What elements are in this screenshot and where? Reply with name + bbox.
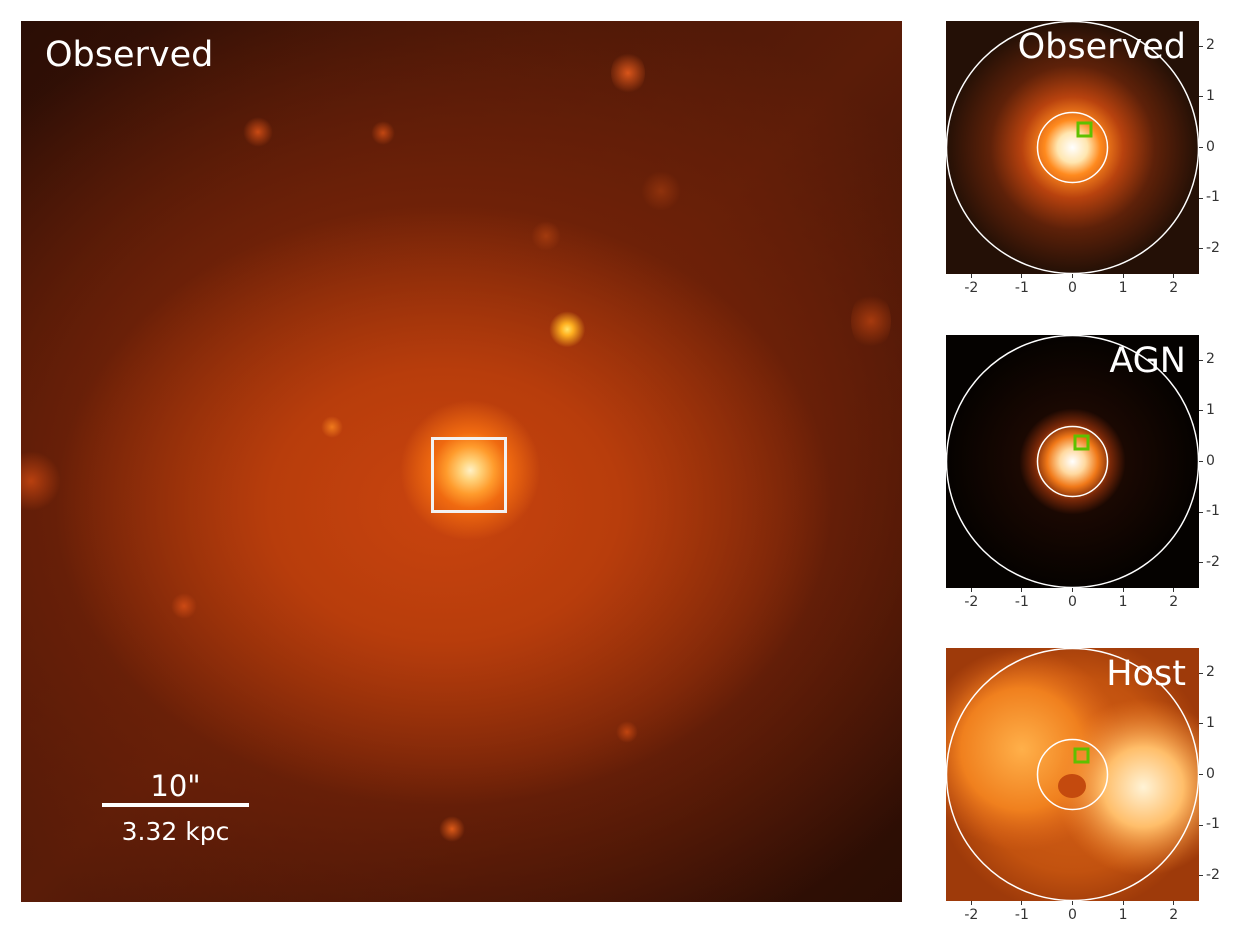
main-observed-image: Observed 10" 3.32 kpc: [21, 21, 902, 902]
y-axis-tick: [1199, 197, 1203, 199]
x-axis-tick: [970, 274, 972, 278]
y-axis-tick: [1199, 45, 1203, 47]
y-axis-tick: [1199, 96, 1203, 98]
y-axis-tick-label: 0: [1206, 452, 1215, 469]
x-axis-tick: [1072, 901, 1073, 905]
y-axis-tick-label: 0: [1206, 765, 1215, 782]
y-axis-tick: [1199, 723, 1203, 725]
x-axis-tick: [1173, 274, 1175, 278]
panel-host: Host: [946, 648, 1199, 901]
x-axis-tick: [1021, 274, 1023, 278]
x-axis-tick-label: -2: [964, 594, 979, 610]
y-axis-tick-label: 1: [1206, 401, 1215, 418]
panel-observed: Observed: [946, 21, 1199, 274]
observed-panel-graphic: [946, 21, 1199, 274]
x-axis-tick-label: 0: [1068, 280, 1077, 296]
y-axis-tick: [1199, 147, 1203, 148]
x-axis-tick: [970, 588, 972, 592]
y-axis-tick: [1199, 461, 1203, 462]
y-axis-tick-label: -1: [1206, 816, 1220, 833]
x-axis-tick: [970, 901, 972, 905]
y-axis-tick: [1199, 875, 1203, 877]
y-axis-tick: [1199, 410, 1203, 412]
x-axis-tick: [1122, 901, 1124, 905]
x-axis-tick: [1173, 901, 1175, 905]
x-axis-tick: [1021, 588, 1023, 592]
y-axis-tick-label: -2: [1206, 553, 1220, 570]
x-axis-tick-label: -1: [1014, 907, 1029, 923]
x-axis-tick: [1173, 588, 1175, 592]
panel-title-agn: AGN: [1109, 341, 1186, 381]
panel-title-host: Host: [1106, 654, 1186, 694]
x-axis-tick: [1122, 274, 1124, 278]
x-axis-tick-label: -1: [1014, 280, 1029, 296]
x-axis-tick: [1021, 901, 1023, 905]
x-axis-tick-label: 1: [1118, 907, 1128, 923]
x-axis-tick-label: 1: [1118, 280, 1128, 296]
y-axis-tick: [1199, 672, 1203, 674]
x-axis-tick: [1122, 588, 1124, 592]
y-axis-tick-label: 2: [1206, 664, 1215, 681]
x-axis-tick-label: 0: [1068, 907, 1077, 923]
x-axis-tick-label: 2: [1169, 594, 1179, 610]
x-axis-tick-label: 1: [1118, 594, 1128, 610]
y-axis-tick-label: -2: [1206, 239, 1220, 256]
y-axis-tick-label: -1: [1206, 189, 1220, 206]
y-axis-tick-label: 2: [1206, 37, 1215, 54]
main-title: Observed: [45, 35, 214, 75]
x-axis-tick: [1072, 588, 1073, 592]
x-axis-tick-label: 2: [1169, 280, 1179, 296]
y-axis-tick-label: -2: [1206, 866, 1220, 883]
y-axis-tick: [1199, 774, 1203, 775]
host-panel-graphic: [946, 648, 1199, 901]
scale-bar-physical-label: 3.32 kpc: [121, 817, 230, 846]
x-axis-tick-label: 2: [1169, 907, 1179, 923]
y-axis-tick: [1199, 562, 1203, 564]
y-axis-tick: [1199, 359, 1203, 361]
agn-panel-graphic: [946, 335, 1199, 588]
y-axis-tick-label: 1: [1206, 87, 1215, 104]
y-axis-tick: [1199, 824, 1203, 826]
x-axis-tick-label: -2: [964, 280, 979, 296]
x-axis-tick-label: 0: [1068, 594, 1077, 610]
x-axis-tick: [1072, 274, 1073, 278]
scale-bar: [102, 803, 249, 807]
y-axis-tick: [1199, 248, 1203, 250]
zoom-region-box: [431, 437, 507, 513]
y-axis-tick-label: 2: [1206, 351, 1215, 368]
x-axis-tick-label: -1: [1014, 594, 1029, 610]
y-axis-tick-label: 0: [1206, 138, 1215, 155]
y-axis-tick: [1199, 511, 1203, 513]
scale-bar-angular-label: 10": [150, 769, 201, 803]
x-axis-tick-label: -2: [964, 907, 979, 923]
y-axis-tick-label: -1: [1206, 503, 1220, 520]
panel-title-observed: Observed: [1017, 27, 1186, 67]
y-axis-tick-label: 1: [1206, 714, 1215, 731]
panel-agn: AGN: [946, 335, 1199, 588]
